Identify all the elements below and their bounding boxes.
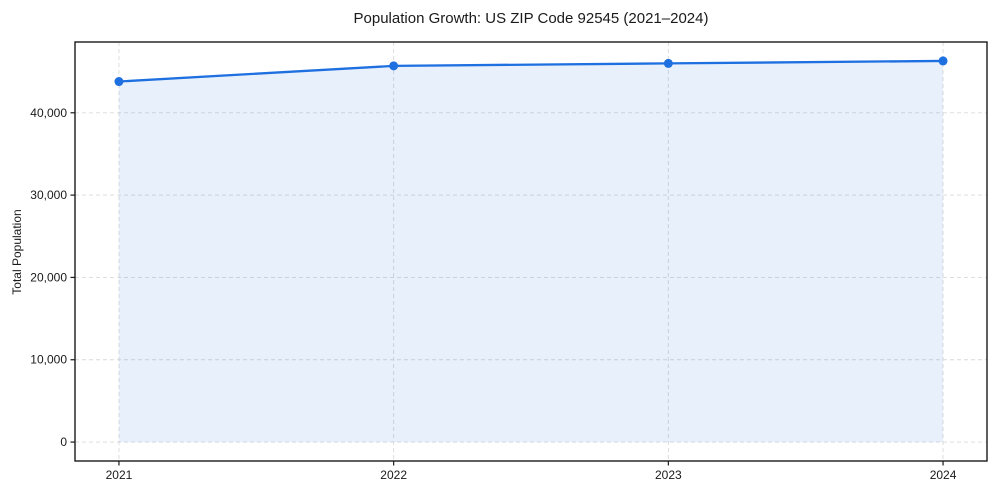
y-tick-label: 10,000: [30, 353, 67, 367]
data-point: [389, 61, 399, 71]
data-point: [938, 56, 948, 66]
y-tick-label: 20,000: [30, 270, 67, 284]
x-tick-label: 2023: [655, 468, 682, 482]
x-tick-label: 2022: [380, 468, 407, 482]
plot-border: [74, 41, 988, 462]
y-tick-label: 0: [60, 435, 67, 449]
chart-title: Population Growth: US ZIP Code 92545 (20…: [353, 10, 709, 27]
x-tick-label: 2021: [106, 468, 133, 482]
data-point: [114, 77, 124, 87]
y-tick-label: 30,000: [30, 188, 67, 202]
x-tick-label: 2024: [930, 468, 957, 482]
data-point: [663, 58, 673, 68]
area-fill: [118, 60, 944, 443]
data-line: [117, 59, 945, 83]
y-tick-label: 40,000: [30, 106, 67, 120]
